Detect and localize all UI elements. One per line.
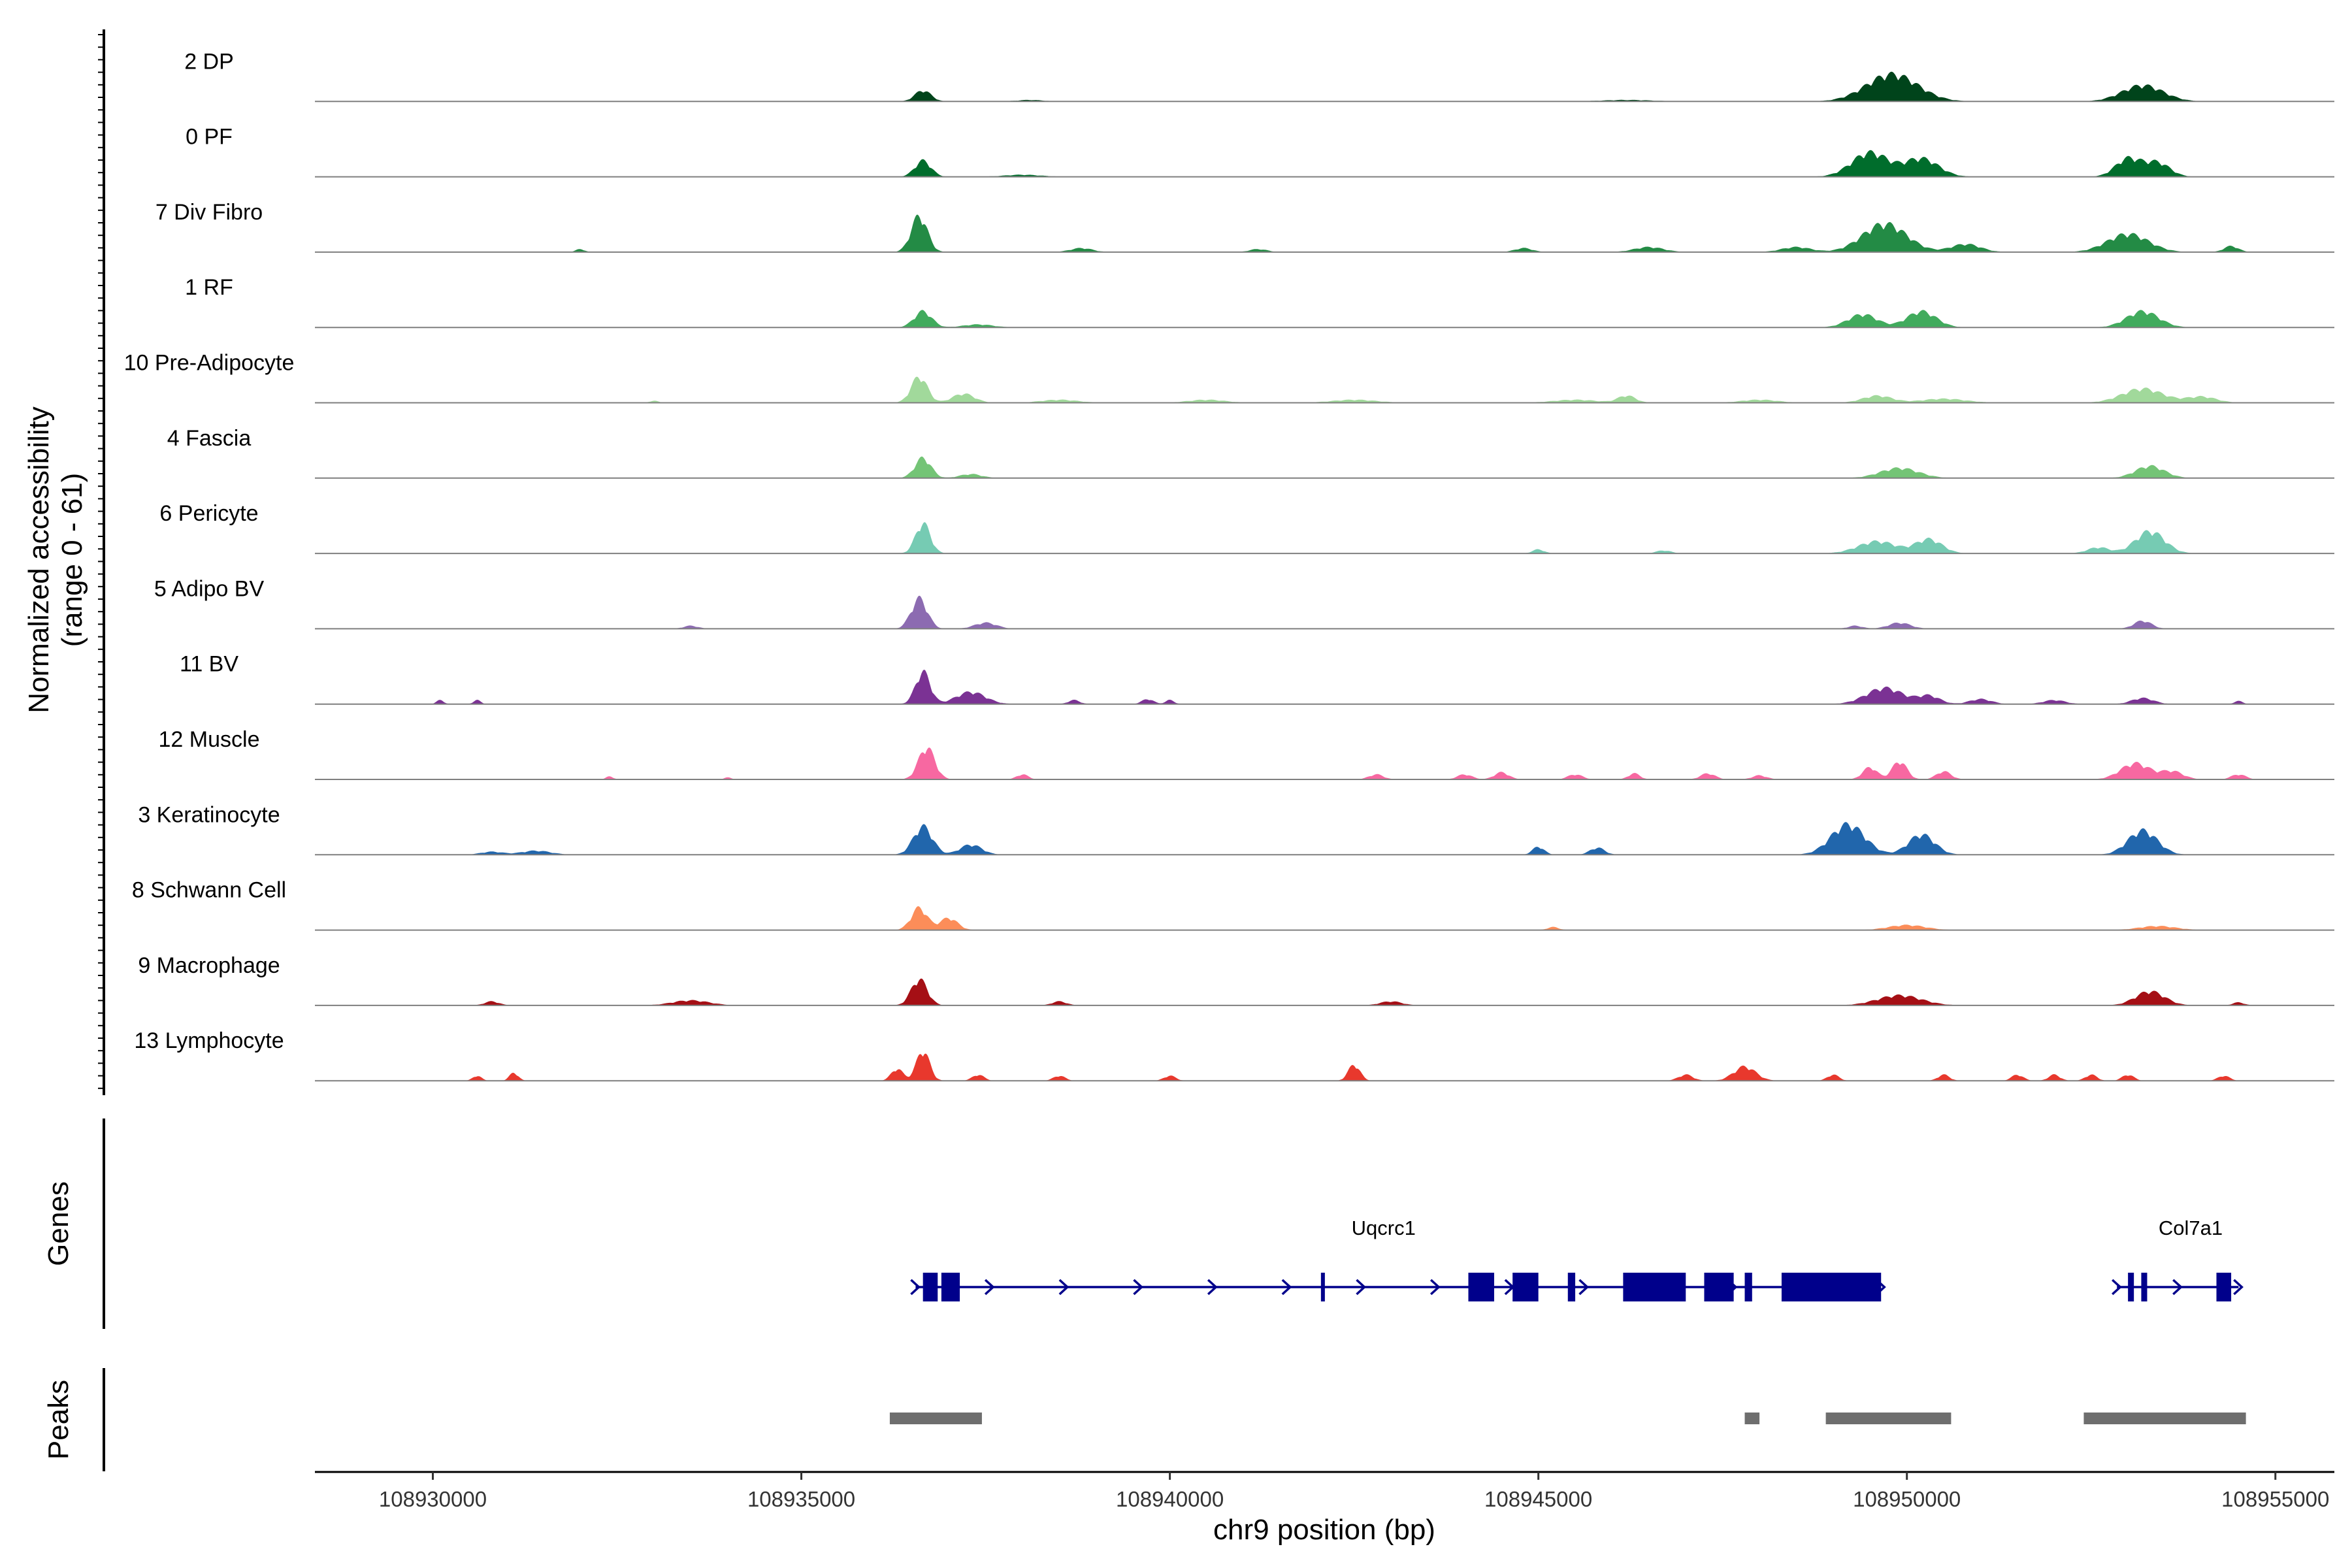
track-label: 2 DP bbox=[184, 49, 234, 74]
peaks-track-title: Peaks bbox=[42, 1380, 74, 1460]
gene-exon bbox=[1568, 1273, 1575, 1301]
track-label: 1 RF bbox=[185, 275, 233, 300]
plot-background bbox=[0, 0, 2352, 1568]
track-label: 7 Div Fibro bbox=[155, 200, 263, 225]
track-label: 12 Muscle bbox=[159, 727, 260, 752]
peak-region bbox=[1745, 1413, 1760, 1424]
x-tick-label: 108940000 bbox=[1116, 1487, 1224, 1511]
track-label: 10 Pre-Adipocyte bbox=[124, 351, 295, 376]
track-label: 11 BV bbox=[180, 652, 238, 677]
gene-exon bbox=[2217, 1273, 2232, 1301]
gene-exon bbox=[1745, 1273, 1752, 1301]
track-label: 0 PF bbox=[186, 125, 233, 150]
gene-exon bbox=[1782, 1273, 1881, 1301]
peak-region bbox=[2083, 1413, 2246, 1424]
track-label: 9 Macrophage bbox=[138, 953, 280, 978]
gene-exon bbox=[1468, 1273, 1494, 1301]
gene-exon bbox=[1623, 1273, 1686, 1301]
track-label: 5 Adipo BV bbox=[154, 576, 265, 601]
gene-label: Uqcrc1 bbox=[1352, 1217, 1416, 1239]
peak-region bbox=[1826, 1413, 1952, 1424]
track-label: 6 Pericyte bbox=[159, 501, 258, 526]
x-tick-label: 108955000 bbox=[2221, 1487, 2329, 1511]
gene-label: Col7a1 bbox=[2159, 1217, 2223, 1239]
gene-exon bbox=[941, 1273, 960, 1301]
gene-exon bbox=[2141, 1273, 2147, 1301]
x-tick-label: 108930000 bbox=[379, 1487, 487, 1511]
gene-exon bbox=[2128, 1273, 2134, 1301]
track-label: 3 Keratinocyte bbox=[138, 802, 280, 827]
x-tick-label: 108950000 bbox=[1853, 1487, 1961, 1511]
y-axis-title-line1: Normalized accessibility bbox=[23, 406, 55, 713]
track-label: 13 Lymphocyte bbox=[134, 1028, 284, 1053]
x-axis-title: chr9 position (bp) bbox=[1213, 1514, 1435, 1546]
y-axis-title-line2: (range 0 - 61) bbox=[56, 473, 88, 647]
peak-region bbox=[890, 1413, 982, 1424]
genes-track-title: Genes bbox=[42, 1181, 74, 1266]
track-label: 4 Fascia bbox=[167, 426, 252, 451]
gene-exon bbox=[1704, 1273, 1733, 1301]
x-tick-label: 108935000 bbox=[747, 1487, 855, 1511]
gene-exon bbox=[923, 1273, 938, 1301]
coverage-plot: 2 DP 0 PF 7 Div Fibro 1 RF 10 Pre-Adipocyte 4… bbox=[0, 0, 2352, 1568]
track-label: 8 Schwann Cell bbox=[132, 878, 286, 903]
gene-exon bbox=[1512, 1273, 1538, 1301]
x-tick-label: 108945000 bbox=[1484, 1487, 1592, 1511]
gene-exon bbox=[1321, 1273, 1325, 1301]
